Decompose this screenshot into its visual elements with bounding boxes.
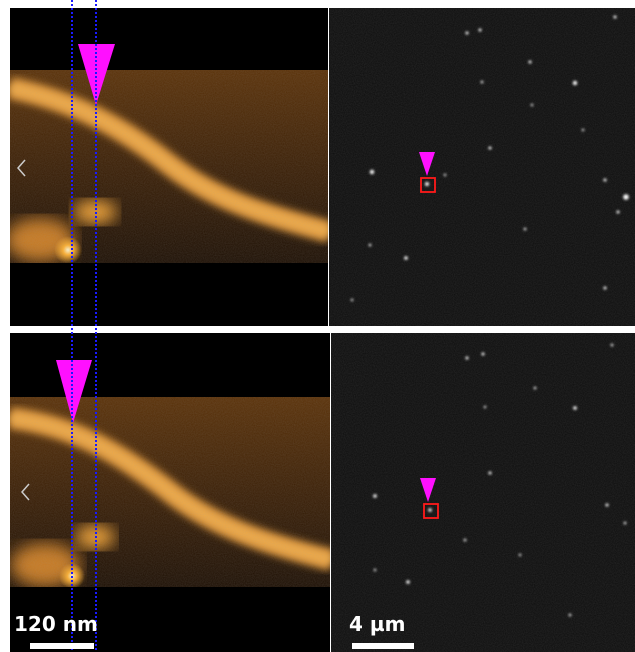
fluorescence-scale-bar (352, 643, 414, 649)
fluorescence-scale-label: 4 µm (349, 612, 406, 636)
top-row (10, 8, 635, 326)
bottom-afm-marker-icon (56, 360, 92, 423)
top-afm-image (10, 70, 328, 263)
row-divider (0, 326, 635, 333)
top-fluorescence-spots (350, 15, 629, 302)
afm-scale-label: 120 nm (14, 612, 98, 636)
top-afm-marker-icon (78, 44, 115, 105)
bottom-row (10, 333, 635, 652)
bottom-left-chevron-icon (21, 483, 30, 501)
bottom-afm-image (10, 397, 330, 587)
afm-scale-bar (30, 643, 94, 649)
bottom-fluorescence-spots (373, 343, 627, 617)
top-roi-box (420, 177, 436, 193)
top-fluorescence-marker-icon (419, 152, 435, 176)
top-left-chevron-icon (17, 159, 26, 177)
bottom-roi-box (423, 503, 439, 519)
bottom-fluorescence-marker-icon (420, 478, 436, 502)
